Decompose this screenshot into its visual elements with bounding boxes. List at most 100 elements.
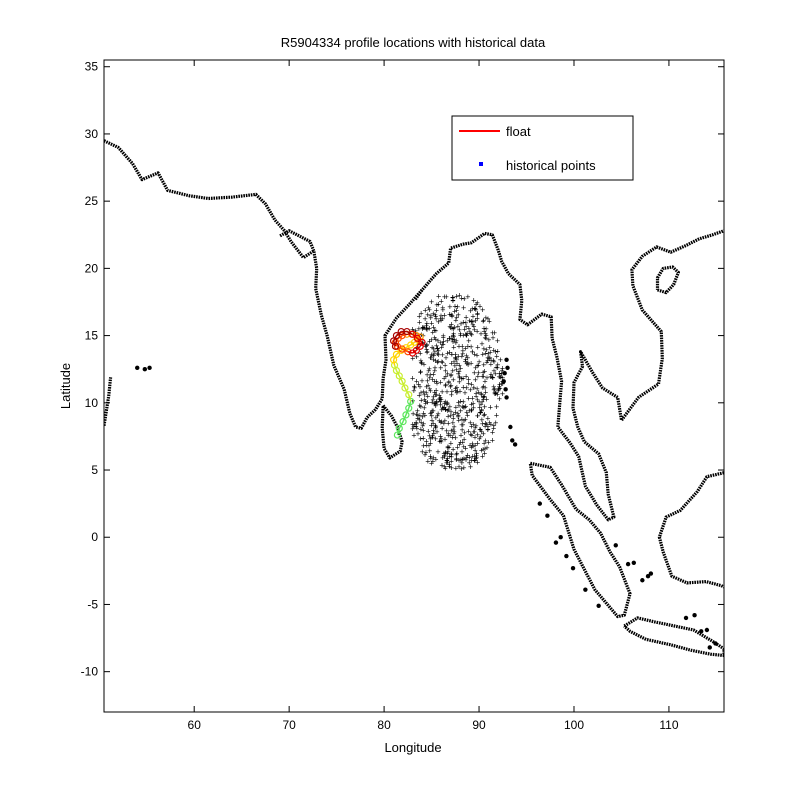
historical-point: +: [414, 421, 419, 431]
historical-point: +: [432, 325, 437, 335]
historical-point: +: [443, 371, 448, 381]
historical-point: +: [498, 355, 503, 365]
historical-point: +: [440, 303, 445, 313]
historical-point: +: [447, 462, 452, 472]
historical-point: +: [435, 349, 440, 359]
historical-point: +: [475, 384, 480, 394]
historical-point: +: [486, 349, 491, 359]
historical-point: +: [469, 330, 474, 340]
historical-point: +: [422, 450, 427, 460]
historical-point: +: [421, 441, 426, 451]
historical-point: +: [457, 387, 462, 397]
historical-point: +: [459, 414, 464, 424]
historical-point: +: [436, 291, 441, 301]
coastline-layer: [104, 139, 724, 658]
historical-point: +: [441, 337, 446, 347]
historical-point: +: [424, 344, 429, 354]
historical-point: +: [422, 411, 427, 421]
historical-point: +: [449, 310, 454, 320]
historical-point: +: [437, 416, 442, 426]
historical-point: +: [444, 399, 449, 409]
float-track-segment: [402, 414, 407, 422]
historical-point: +: [486, 335, 491, 345]
float-track-segment: [401, 381, 406, 389]
historical-point: +: [419, 417, 424, 427]
historical-point: +: [445, 449, 450, 459]
historical-point: +: [425, 456, 430, 466]
historical-point: +: [446, 442, 451, 452]
historical-point: +: [436, 317, 441, 327]
historical-point: +: [449, 450, 454, 460]
x-tick-label: 100: [564, 718, 584, 732]
historical-point: +: [478, 408, 483, 418]
historical-point: +: [471, 383, 476, 393]
historical-point: +: [448, 323, 453, 333]
historical-point: +: [472, 455, 477, 465]
historical-point: +: [420, 447, 425, 457]
historical-point: +: [434, 300, 439, 310]
historical-point: +: [478, 399, 483, 409]
historical-point: +: [464, 453, 469, 463]
island-dot: [683, 615, 689, 621]
historical-point: +: [447, 321, 452, 331]
historical-point: +: [440, 314, 445, 324]
island-dot: [553, 540, 559, 545]
historical-point: +: [449, 323, 454, 333]
float-track-segment: [398, 421, 404, 429]
historical-point: +: [445, 454, 450, 464]
historical-point: +: [459, 294, 464, 304]
historical-point: +: [440, 350, 445, 360]
historical-point: +: [454, 388, 459, 398]
island-dot: [503, 387, 508, 392]
historical-point: +: [497, 372, 502, 382]
historical-point: +: [447, 348, 452, 358]
historical-point: +: [444, 387, 449, 397]
historical-point: +: [443, 380, 448, 390]
historical-point: +: [465, 451, 470, 461]
historical-point: +: [470, 439, 475, 449]
historical-point: +: [477, 403, 482, 413]
historical-point: +: [440, 387, 445, 397]
historical-point: +: [474, 361, 479, 371]
historical-point: +: [475, 327, 480, 337]
historical-point: +: [450, 418, 455, 428]
island-dot: [713, 641, 718, 646]
island-dot: [570, 565, 576, 571]
historical-point: +: [438, 397, 443, 407]
historical-point: +: [442, 361, 447, 371]
historical-point: +: [481, 360, 486, 370]
historical-point: +: [465, 342, 470, 352]
island-dot: [564, 553, 569, 559]
historical-point: +: [418, 434, 423, 444]
historical-point: +: [474, 453, 479, 463]
historical-point: +: [495, 386, 500, 396]
historical-point: +: [475, 395, 480, 405]
historical-point: +: [452, 301, 457, 311]
historical-point: +: [458, 438, 463, 448]
historical-point: +: [486, 438, 491, 448]
historical-point: +: [469, 405, 474, 415]
historical-point: +: [471, 296, 476, 306]
historical-point: +: [433, 399, 438, 409]
historical-point: +: [424, 325, 429, 335]
historical-point: +: [435, 357, 440, 367]
historical-point: +: [468, 329, 473, 339]
historical-point: +: [456, 462, 461, 472]
historical-point: +: [450, 366, 455, 376]
historical-point: +: [460, 402, 465, 412]
historical-point: +: [456, 415, 461, 425]
historical-point: +: [440, 339, 445, 349]
historical-point: +: [423, 397, 428, 407]
historical-point: +: [470, 311, 475, 321]
historical-point: +: [450, 337, 455, 347]
historical-points-layer: +++++++++++++++++++++++++++++++++ +++ ++++…: [410, 290, 505, 474]
historical-point: +: [451, 342, 456, 352]
historical-point: +: [482, 326, 487, 336]
historical-point: +: [497, 382, 502, 392]
historical-point: +: [449, 457, 454, 467]
historical-point: +: [451, 357, 456, 367]
historical-point: +: [438, 437, 443, 447]
historical-point: +: [461, 317, 466, 327]
historical-point: +: [427, 384, 432, 394]
historical-point: +: [428, 313, 433, 323]
